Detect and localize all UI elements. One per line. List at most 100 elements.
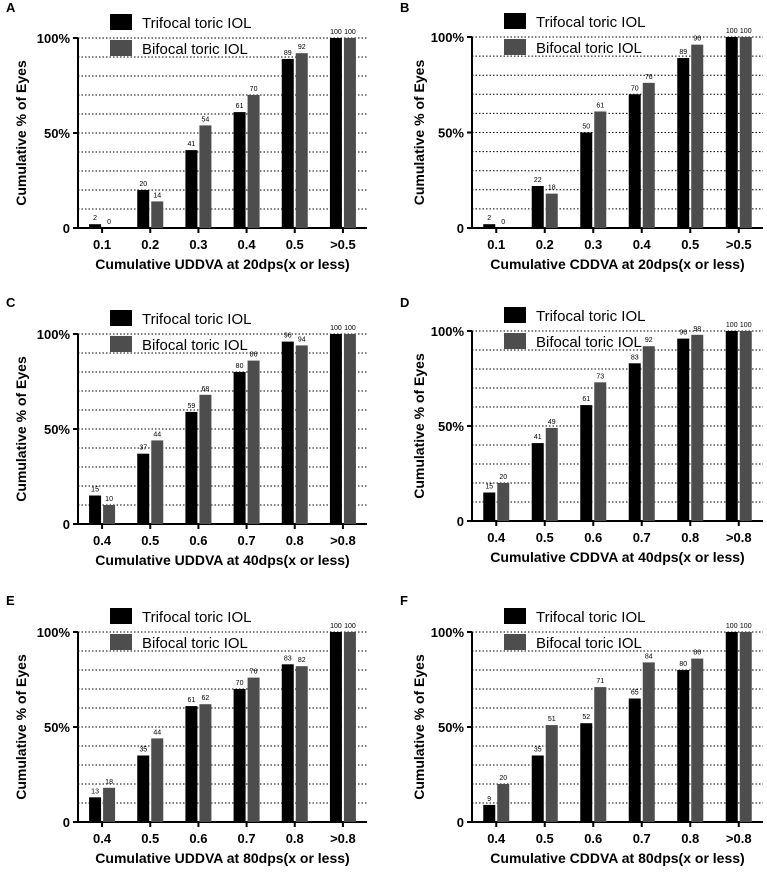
bar-trifocal[interactable] — [185, 150, 198, 228]
bar-bifocal[interactable] — [295, 666, 308, 822]
panel-letter: B — [400, 0, 409, 15]
bar-trifocal[interactable] — [580, 405, 593, 521]
bar-bifocal[interactable] — [247, 677, 260, 822]
y-axis-title: Cumulative % of Eyes — [13, 654, 29, 800]
bar-bifocal[interactable] — [545, 725, 558, 822]
bar-trifocal[interactable] — [89, 495, 102, 525]
data-label: 92 — [298, 44, 306, 51]
bar-bifocal[interactable] — [594, 687, 607, 822]
bar-trifocal[interactable] — [531, 755, 544, 823]
y-tick-label: 100% — [37, 327, 71, 342]
bar-bifocal[interactable] — [497, 483, 510, 521]
x-tick-label: 0.2 — [536, 237, 554, 252]
bar-bifocal[interactable] — [151, 201, 164, 228]
bar-trifocal[interactable] — [185, 706, 198, 822]
bar-trifocal[interactable] — [137, 190, 150, 228]
legend-label-bifocal: Bifocal toric IOL — [142, 635, 248, 652]
bar-bifocal[interactable] — [295, 345, 308, 524]
bar-trifocal[interactable] — [725, 632, 738, 822]
panel-letter: A — [6, 0, 16, 15]
bar-bifocal[interactable] — [594, 382, 607, 521]
data-label: 65 — [631, 690, 639, 697]
bar-trifocal[interactable] — [281, 664, 294, 822]
data-label: 2 — [487, 215, 491, 222]
data-label: 18 — [105, 779, 113, 786]
bar-trifocal[interactable] — [677, 58, 690, 229]
bar-trifocal[interactable] — [531, 185, 544, 228]
bar-bifocal[interactable] — [691, 658, 704, 822]
legend-swatch-trifocal — [110, 14, 132, 30]
bar-trifocal[interactable] — [329, 632, 342, 822]
x-tick-label: 0.8 — [286, 533, 304, 548]
bar-bifocal[interactable] — [199, 394, 212, 524]
bar-bifocal[interactable] — [545, 427, 558, 521]
chart-panel-e: E 0 50% 100% Cumulative % of Eyes 13 18 0.4 35 44… — [6, 593, 367, 866]
y-tick-label: 50% — [44, 720, 70, 735]
bar-trifocal[interactable] — [628, 698, 641, 823]
bar-bifocal[interactable] — [739, 37, 752, 228]
bar-trifocal[interactable] — [185, 411, 198, 524]
bar-bifocal[interactable] — [103, 505, 116, 524]
bar-trifocal[interactable] — [483, 492, 496, 522]
x-tick-label: 0.6 — [584, 530, 602, 545]
bar-trifocal[interactable] — [725, 331, 738, 521]
y-tick-label: 0 — [457, 815, 464, 830]
bar-bifocal[interactable] — [497, 784, 510, 822]
bar-bifocal[interactable] — [594, 111, 607, 228]
bar-bifocal[interactable] — [199, 704, 212, 822]
bar-bifocal[interactable] — [343, 38, 356, 228]
data-label: 100 — [726, 322, 738, 329]
x-tick-label: 0.8 — [681, 831, 699, 846]
bar-trifocal[interactable] — [677, 338, 690, 521]
x-tick-label: 0.1 — [93, 237, 111, 252]
bar-bifocal[interactable] — [295, 53, 308, 229]
y-tick-label: 0 — [63, 221, 70, 236]
data-label: 84 — [645, 653, 653, 660]
bar-bifocal[interactable] — [247, 95, 260, 228]
bar-trifocal[interactable] — [281, 341, 294, 524]
bar-trifocal[interactable] — [483, 804, 496, 822]
bar-bifocal[interactable] — [343, 334, 356, 524]
bar-bifocal[interactable] — [691, 44, 704, 228]
bar-bifocal[interactable] — [739, 632, 752, 822]
data-label: 70 — [250, 86, 258, 93]
bar-bifocal[interactable] — [199, 125, 212, 228]
bar-bifocal[interactable] — [739, 331, 752, 521]
bar-trifocal[interactable] — [233, 372, 246, 524]
bar-trifocal[interactable] — [483, 224, 496, 228]
bar-trifocal[interactable] — [725, 37, 738, 228]
data-label: 61 — [188, 697, 196, 704]
bar-bifocal[interactable] — [151, 738, 164, 822]
bar-bifocal[interactable] — [151, 440, 164, 524]
bar-trifocal[interactable] — [89, 224, 102, 228]
bar-trifocal[interactable] — [580, 723, 593, 822]
bar-bifocal[interactable] — [642, 346, 655, 521]
bar-trifocal[interactable] — [329, 38, 342, 228]
legend-swatch-trifocal — [110, 310, 132, 326]
bar-trifocal[interactable] — [233, 689, 246, 822]
bar-trifocal[interactable] — [329, 334, 342, 524]
bar-trifocal[interactable] — [137, 755, 150, 823]
bar-trifocal[interactable] — [628, 363, 641, 521]
bar-trifocal[interactable] — [677, 670, 690, 822]
x-tick-label: 0.4 — [633, 237, 652, 252]
bar-trifocal[interactable] — [580, 132, 593, 229]
bar-trifocal[interactable] — [233, 112, 246, 228]
bar-trifocal[interactable] — [137, 453, 150, 524]
bar-bifocal[interactable] — [103, 787, 116, 822]
bar-bifocal[interactable] — [642, 82, 655, 228]
bar-bifocal[interactable] — [343, 632, 356, 822]
panel-letter: D — [400, 295, 409, 310]
bar-trifocal[interactable] — [531, 443, 544, 521]
bar-trifocal[interactable] — [628, 94, 641, 228]
y-tick-label: 100% — [431, 30, 465, 45]
bar-bifocal[interactable] — [691, 334, 704, 521]
y-tick-label: 50% — [438, 720, 464, 735]
bar-bifocal[interactable] — [247, 360, 260, 524]
bar-bifocal[interactable] — [545, 193, 558, 228]
data-label: 54 — [202, 116, 210, 123]
bar-trifocal[interactable] — [281, 58, 294, 229]
bar-bifocal[interactable] — [642, 662, 655, 822]
data-label: 100 — [344, 29, 356, 36]
bar-trifocal[interactable] — [89, 797, 102, 822]
